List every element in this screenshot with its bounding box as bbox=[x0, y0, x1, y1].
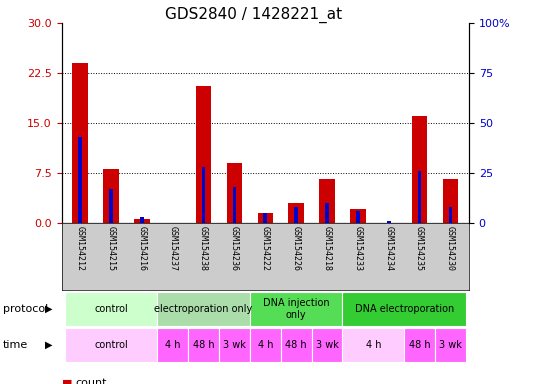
Bar bbox=[343, 292, 466, 326]
Text: GSM154218: GSM154218 bbox=[323, 226, 332, 271]
Text: GSM154236: GSM154236 bbox=[230, 226, 239, 271]
Bar bbox=[157, 328, 188, 362]
Bar bbox=[350, 209, 366, 223]
Text: 3 wk: 3 wk bbox=[223, 340, 246, 350]
Bar bbox=[258, 213, 273, 223]
Bar bbox=[443, 179, 458, 223]
Text: 48 h: 48 h bbox=[409, 340, 430, 350]
Text: control: control bbox=[94, 340, 128, 350]
Bar bbox=[319, 179, 335, 223]
Bar bbox=[140, 217, 144, 223]
Bar bbox=[418, 171, 421, 223]
Bar bbox=[109, 189, 113, 223]
Bar bbox=[202, 167, 205, 223]
Text: GSM154222: GSM154222 bbox=[261, 226, 270, 271]
Bar bbox=[294, 207, 298, 223]
Text: GSM154234: GSM154234 bbox=[384, 226, 393, 271]
Bar bbox=[325, 203, 329, 223]
Text: GSM154226: GSM154226 bbox=[292, 226, 301, 271]
Bar bbox=[233, 187, 236, 223]
Bar bbox=[449, 207, 452, 223]
Bar bbox=[188, 328, 219, 362]
Text: GSM154215: GSM154215 bbox=[107, 226, 116, 271]
Text: GSM154230: GSM154230 bbox=[446, 226, 455, 271]
Bar bbox=[65, 328, 157, 362]
Bar bbox=[404, 328, 435, 362]
Text: count: count bbox=[75, 378, 107, 384]
Bar bbox=[356, 211, 360, 223]
Text: 3 wk: 3 wk bbox=[316, 340, 338, 350]
Text: ▶: ▶ bbox=[44, 304, 52, 314]
Bar bbox=[288, 203, 304, 223]
Bar bbox=[196, 86, 211, 223]
Bar bbox=[412, 116, 427, 223]
Bar bbox=[250, 328, 281, 362]
Text: GSM154212: GSM154212 bbox=[76, 226, 85, 271]
Bar bbox=[157, 292, 250, 326]
Bar bbox=[435, 328, 466, 362]
Bar bbox=[264, 213, 267, 223]
Text: ▶: ▶ bbox=[44, 340, 52, 350]
Bar bbox=[227, 163, 242, 223]
Text: GSM154216: GSM154216 bbox=[137, 226, 146, 271]
Text: time: time bbox=[3, 340, 28, 350]
Bar bbox=[103, 169, 119, 223]
Bar bbox=[78, 137, 82, 223]
Text: electroporation only: electroporation only bbox=[154, 304, 252, 314]
Title: GDS2840 / 1428221_at: GDS2840 / 1428221_at bbox=[165, 7, 341, 23]
Bar bbox=[281, 328, 311, 362]
Text: DNA injection
only: DNA injection only bbox=[263, 298, 330, 320]
Text: ■: ■ bbox=[62, 378, 72, 384]
Bar bbox=[250, 292, 343, 326]
Bar bbox=[72, 63, 88, 223]
Text: 48 h: 48 h bbox=[193, 340, 214, 350]
Bar bbox=[343, 328, 404, 362]
Text: 48 h: 48 h bbox=[285, 340, 307, 350]
Text: GSM154233: GSM154233 bbox=[353, 226, 362, 271]
Bar bbox=[219, 328, 250, 362]
Text: control: control bbox=[94, 304, 128, 314]
Bar bbox=[311, 328, 343, 362]
Text: 4 h: 4 h bbox=[366, 340, 381, 350]
Text: GSM154237: GSM154237 bbox=[168, 226, 177, 271]
Bar bbox=[65, 292, 157, 326]
Text: GSM154235: GSM154235 bbox=[415, 226, 424, 271]
Text: protocol: protocol bbox=[3, 304, 48, 314]
Text: 4 h: 4 h bbox=[165, 340, 181, 350]
Text: DNA electroporation: DNA electroporation bbox=[355, 304, 454, 314]
Bar bbox=[134, 219, 150, 223]
Text: 3 wk: 3 wk bbox=[439, 340, 462, 350]
Text: GSM154238: GSM154238 bbox=[199, 226, 208, 271]
Bar bbox=[387, 221, 391, 223]
Text: 4 h: 4 h bbox=[258, 340, 273, 350]
